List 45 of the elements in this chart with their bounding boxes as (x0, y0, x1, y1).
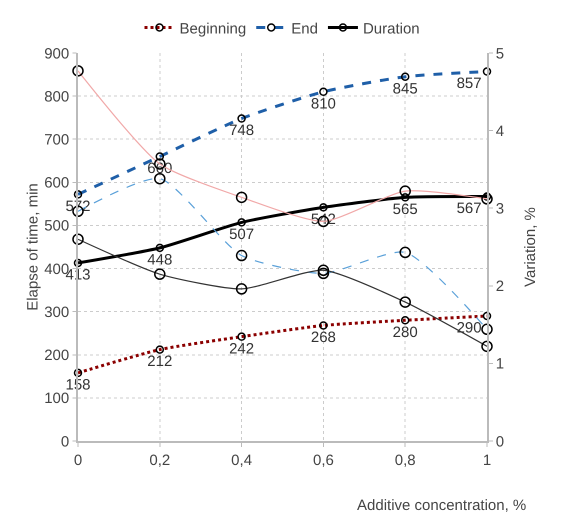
legend-label: Beginning (180, 20, 246, 38)
y-tick-label: 600 (44, 174, 70, 192)
x-tick-label: 0,6 (312, 452, 334, 469)
x-tick-label: 0,2 (149, 452, 170, 469)
data-label: 290 (456, 320, 482, 337)
x-tick-label: 1 (482, 452, 492, 469)
data-label: 268 (310, 329, 336, 346)
data-label: 565 (392, 201, 418, 218)
data-label: 567 (456, 200, 482, 218)
y2-tick-label: 3 (496, 200, 504, 218)
data-label: 507 (229, 226, 254, 244)
y2-tick-label: 0 (496, 433, 504, 450)
y-tick-label: 100 (44, 390, 70, 408)
data-label: 448 (147, 251, 172, 268)
legend-label: Duration (362, 20, 420, 38)
point (319, 203, 328, 212)
point (400, 193, 410, 202)
y2-tick-label: 5 (496, 45, 504, 62)
y2-tick-label: 4 (496, 122, 504, 140)
data-label: 242 (229, 340, 254, 358)
data-label: 845 (392, 80, 418, 98)
x-tick-label: 0,4 (231, 452, 252, 469)
y-tick-label: 900 (44, 45, 70, 62)
point (74, 258, 82, 268)
y2-tick-label: 2 (496, 278, 504, 296)
y-axis-title: Elapse of time, min (24, 183, 42, 311)
x-tick-label: 0 (74, 452, 82, 469)
y-tick-label: 200 (44, 347, 70, 364)
point (237, 218, 246, 227)
y-tick-label: 800 (44, 88, 70, 106)
data-label: 810 (310, 95, 336, 112)
point (156, 244, 164, 252)
y-tick-label: 500 (44, 218, 70, 235)
y2-tick-label: 1 (496, 356, 504, 373)
y-tick-label: 300 (44, 304, 70, 321)
x-axis-title: Additive concentration, % (357, 497, 526, 514)
x-tick-label: 0,8 (394, 452, 416, 469)
y2-axis-title: Variation, % (522, 207, 539, 287)
legend-label: End (291, 20, 318, 38)
data-label: 748 (229, 122, 254, 140)
data-label: 212 (147, 353, 172, 370)
y-tick-label: 0 (60, 433, 70, 450)
data-label: 280 (392, 324, 418, 341)
data-label: 857 (456, 75, 482, 92)
y-tick-label: 700 (44, 131, 70, 148)
